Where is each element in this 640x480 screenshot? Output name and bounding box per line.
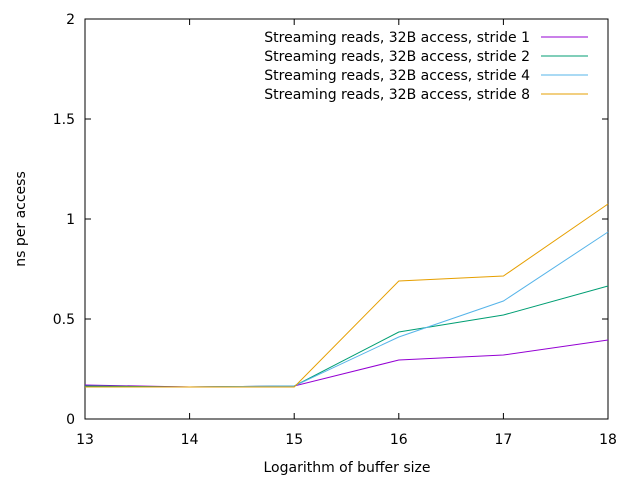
y-tick-label: 2 (66, 12, 75, 28)
x-tick-label: 18 (599, 432, 617, 448)
series-line-stride-1 (84, 339, 609, 388)
series-line-stride-2 (84, 285, 609, 388)
ticks-layer: 13 14 15 16 17 18 0 0.5 1 1.5 2 (53, 12, 617, 448)
y-tick-label: 1.5 (53, 112, 75, 128)
legend-label: Streaming reads, 32B access, stride 1 (264, 30, 530, 46)
x-tick-label: 13 (76, 432, 94, 448)
x-axis-label: Logarithm of buffer size (264, 460, 431, 476)
legend: Streaming reads, 32B access, stride 1 Str… (264, 30, 588, 103)
x-tick-label: 16 (390, 432, 408, 448)
legend-label: Streaming reads, 32B access, stride 4 (264, 68, 530, 84)
y-tick-label: 1 (66, 212, 75, 228)
series-line-stride-8 (85, 203, 609, 388)
y-axis-label: ns per access (13, 171, 29, 267)
series-layer (84, 203, 609, 388)
series-line-stride-4 (85, 231, 609, 388)
x-tick-label: 17 (494, 432, 512, 448)
legend-label: Streaming reads, 32B access, stride 2 (264, 49, 530, 65)
x-tick-label: 15 (285, 432, 303, 448)
y-tick-label: 0 (66, 412, 75, 428)
legend-label: Streaming reads, 32B access, stride 8 (264, 87, 530, 103)
x-tick-label: 14 (181, 432, 199, 448)
y-tick-label: 0.5 (53, 312, 75, 328)
